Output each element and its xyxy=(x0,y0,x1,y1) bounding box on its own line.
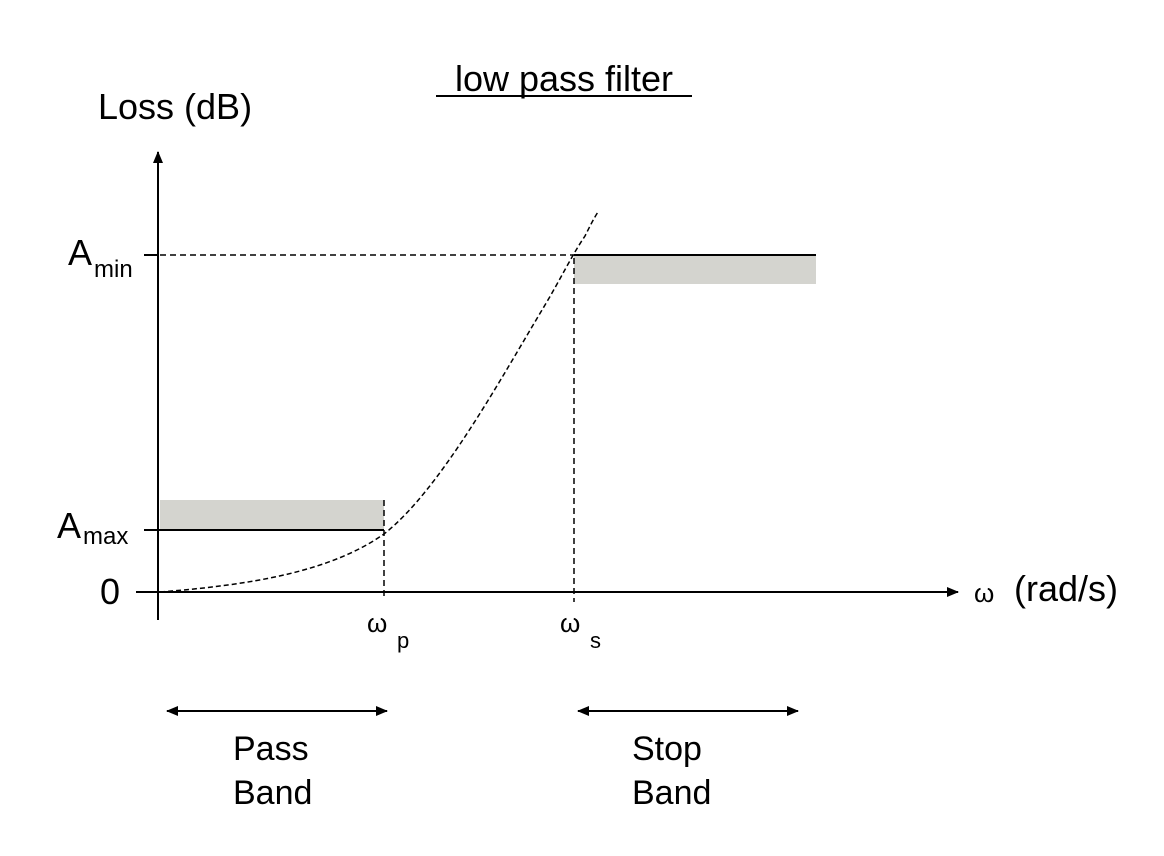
amax-sub: max xyxy=(83,523,128,550)
wp-base: ω xyxy=(367,608,387,638)
diagram-title: low pass filter xyxy=(455,58,673,99)
passband-label-line2: Band xyxy=(233,774,312,812)
loss-curve xyxy=(159,211,599,593)
stopband-label: Stop Band xyxy=(632,730,711,812)
stopband-label-line1: Stop xyxy=(632,730,702,768)
x-axis-label: (rad/s) xyxy=(1014,568,1118,609)
amin-sub: min xyxy=(94,256,133,283)
passband-label: Pass Band xyxy=(233,730,312,812)
ws-base: ω xyxy=(560,608,580,638)
amin-tick-label: A min xyxy=(68,232,133,283)
omega-symbol: ω xyxy=(974,578,994,608)
amax-base: A xyxy=(57,505,81,546)
passband-label-line1: Pass xyxy=(233,730,309,768)
ws-sub: s xyxy=(590,628,601,653)
stopband-label-line2: Band xyxy=(632,774,711,812)
passband-shade xyxy=(160,500,384,530)
y-axis-label: Loss (dB) xyxy=(98,86,252,127)
wp-tick-label: ω p xyxy=(367,608,409,653)
zero-tick-label: 0 xyxy=(100,571,120,612)
stopband-shade xyxy=(574,255,816,284)
amin-base: A xyxy=(68,232,92,273)
ws-tick-label: ω s xyxy=(560,608,601,653)
amax-tick-label: A max xyxy=(57,505,128,550)
wp-sub: p xyxy=(397,628,409,653)
